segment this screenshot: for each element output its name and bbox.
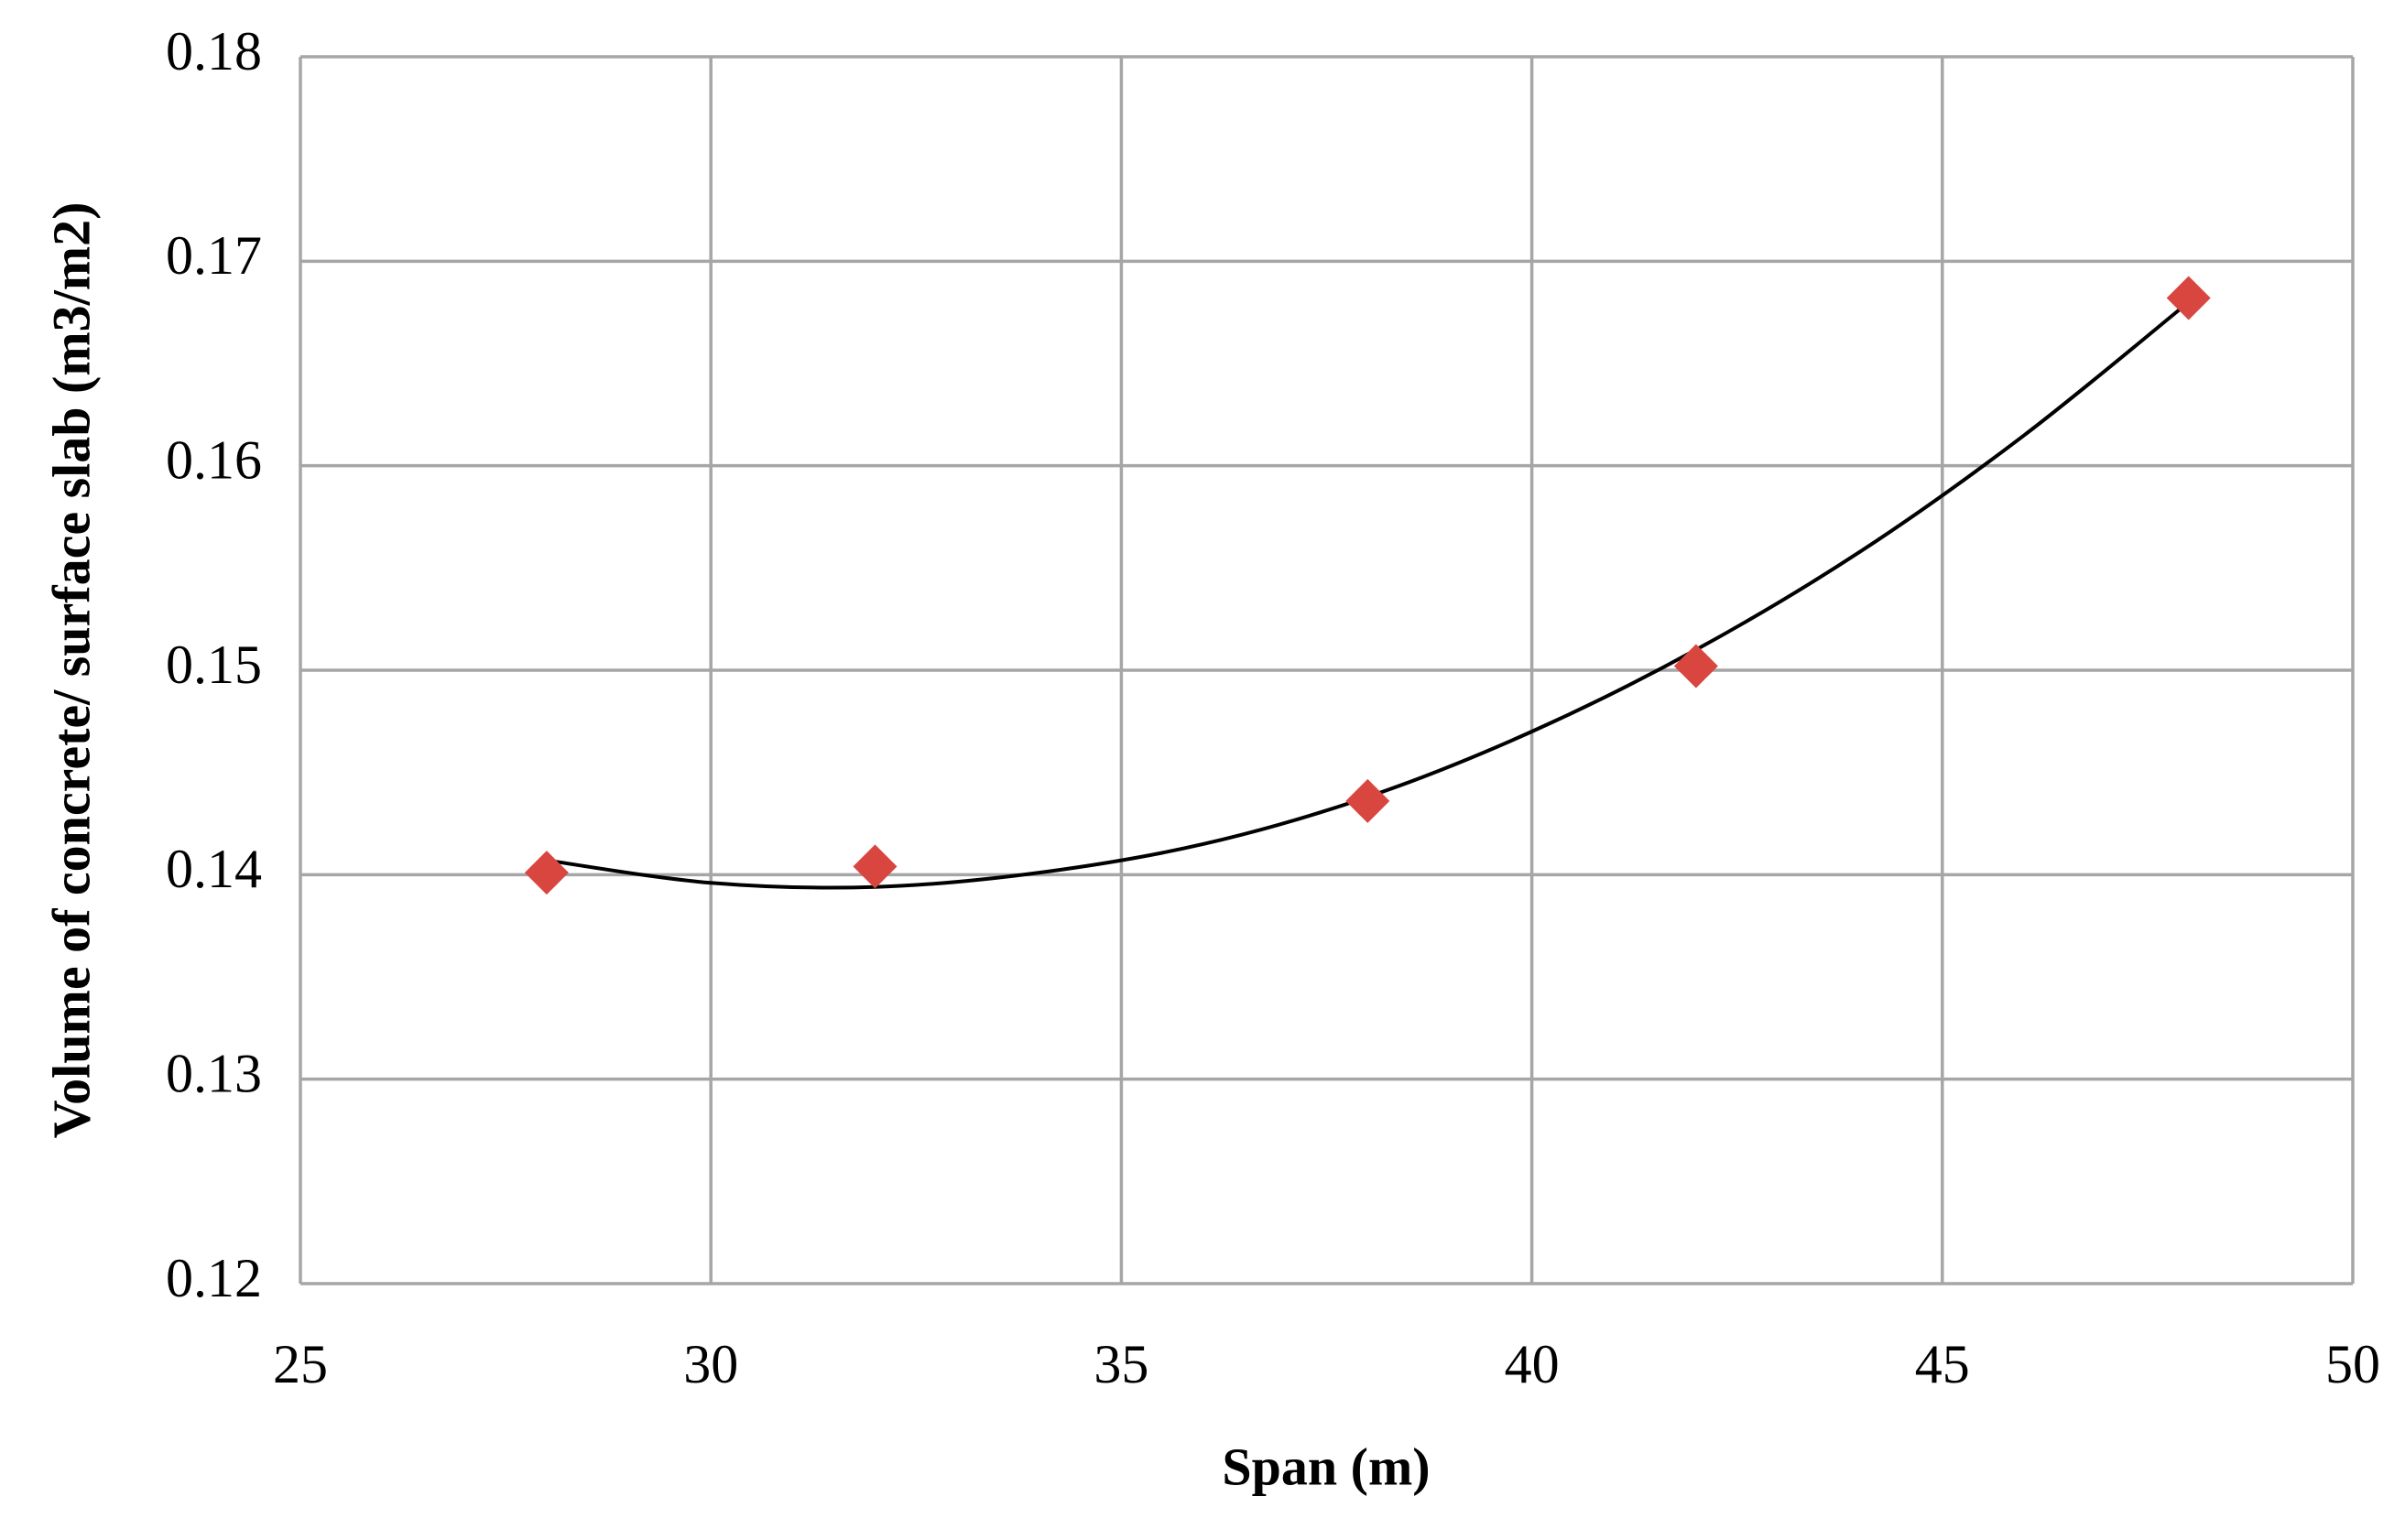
- y-tick-label: 0.17: [166, 225, 262, 286]
- y-tick-label: 0.13: [166, 1043, 262, 1103]
- x-axis-title: Span (m): [1222, 1437, 1430, 1496]
- data-point: [2166, 276, 2211, 320]
- data-point: [853, 844, 898, 889]
- x-tick-label: 25: [273, 1334, 328, 1394]
- y-tick-label: 0.18: [166, 21, 262, 81]
- data-point: [524, 851, 569, 895]
- y-tick-label: 0.15: [166, 634, 262, 695]
- y-tick-label: 0.16: [166, 429, 262, 490]
- x-tick-label: 40: [1505, 1334, 1560, 1394]
- y-tick-label: 0.12: [166, 1248, 262, 1308]
- data-point: [1673, 644, 1718, 689]
- data-point: [1345, 778, 1390, 823]
- x-tick-label: 30: [683, 1334, 738, 1394]
- x-tick-label: 45: [1915, 1334, 1970, 1394]
- trendline: [546, 300, 2190, 890]
- x-tick-label: 50: [2325, 1334, 2380, 1394]
- y-axis-title: Volume of concrete/ surface slab (m3/m2): [41, 202, 101, 1139]
- y-tick-label: 0.14: [166, 839, 262, 899]
- x-tick-label: 35: [1094, 1334, 1148, 1394]
